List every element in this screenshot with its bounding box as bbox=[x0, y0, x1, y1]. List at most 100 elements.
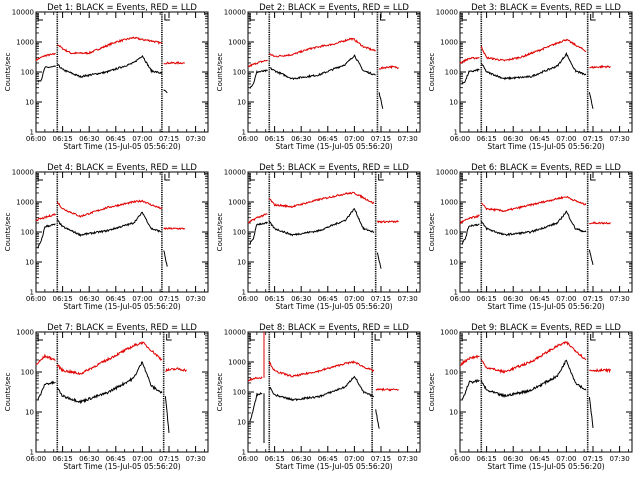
y-tick-label: 1000 bbox=[16, 199, 34, 207]
x-tick-label: 07:30 bbox=[397, 135, 417, 143]
x-tick-label: 06:15 bbox=[53, 455, 73, 463]
y-tick-label: 1000 bbox=[440, 329, 458, 337]
y-tick-label: 100 bbox=[445, 369, 458, 377]
x-axis-label: Start Time (15-Jul-05 05:56:20) bbox=[63, 462, 180, 471]
plot-frame bbox=[35, 331, 209, 453]
x-tick-label: 06:00 bbox=[26, 455, 46, 463]
y-tick-label: 10000 bbox=[436, 9, 458, 17]
x-tick-label: 06:45 bbox=[106, 135, 126, 143]
events-series-line bbox=[376, 252, 382, 269]
chart-panel-6: Det 6: BLACK = Events, RED = LLD 1 10 100 10… bbox=[428, 163, 633, 311]
y-tick-label: 10000 bbox=[12, 9, 34, 17]
lld-series-line bbox=[268, 359, 375, 378]
events-series-line bbox=[588, 249, 594, 266]
corner-glyph bbox=[461, 334, 467, 341]
x-tick-label: 06:15 bbox=[265, 295, 285, 303]
chart-panel-4: Det 4: BLACK = Events, RED = LLD 1 10 100 10… bbox=[4, 163, 209, 311]
x-tick-label: 06:15 bbox=[477, 135, 497, 143]
plot-frame bbox=[459, 171, 633, 293]
chart-title: Det 5: BLACK = Events, RED = LLD bbox=[259, 163, 409, 173]
lld-series-line bbox=[56, 341, 163, 376]
events-series-line bbox=[268, 375, 374, 402]
lld-series-line bbox=[35, 52, 56, 62]
y-tick-label: 1 bbox=[242, 129, 246, 137]
y-tick-label: 1 bbox=[30, 129, 34, 137]
events-series-line bbox=[164, 396, 170, 433]
plot-frame bbox=[35, 171, 209, 293]
events-series-line bbox=[588, 396, 594, 428]
y-tick-label: 1 bbox=[454, 449, 458, 457]
lld-series-line bbox=[56, 36, 163, 55]
events-series-line bbox=[56, 361, 163, 405]
x-tick-label: 06:15 bbox=[265, 455, 285, 463]
x-tick-label: 07:15 bbox=[159, 295, 179, 303]
x-tick-label: 06:15 bbox=[53, 135, 73, 143]
x-axis-label: Start Time (15-Jul-05 05:56:20) bbox=[275, 462, 392, 471]
lld-series-line bbox=[247, 376, 263, 382]
x-tick-label: 06:45 bbox=[318, 455, 338, 463]
x-axis-label: Start Time (15-Jul-05 05:56:20) bbox=[63, 302, 180, 311]
lld-series-line bbox=[589, 64, 611, 69]
y-tick-label: 10000 bbox=[224, 329, 246, 337]
y-tick-label: 10000 bbox=[224, 9, 246, 17]
x-tick-label: 06:00 bbox=[238, 455, 258, 463]
plot-frame bbox=[247, 171, 421, 293]
lld-series-line bbox=[459, 56, 480, 64]
events-series-line bbox=[588, 92, 594, 109]
lld-series-line bbox=[460, 354, 480, 366]
lld-series-line bbox=[589, 367, 612, 374]
chart-panel-9: Det 9: BLACK = Events, RED = LLD 1 10 100 10… bbox=[428, 323, 633, 471]
corner-glyph bbox=[249, 334, 255, 341]
lld-series-line bbox=[378, 64, 400, 70]
lld-series-line bbox=[269, 37, 376, 58]
events-series-line bbox=[37, 65, 56, 83]
x-tick-label: 07:00 bbox=[556, 135, 576, 143]
x-tick-label: 06:30 bbox=[79, 295, 99, 303]
corner-glyph bbox=[590, 174, 596, 181]
x-tick-label: 07:00 bbox=[344, 295, 364, 303]
corner-glyph bbox=[249, 174, 255, 181]
y-axis-label: Counts/sec bbox=[428, 53, 436, 92]
x-axis-label: Start Time (15-Jul-05 05:56:20) bbox=[275, 302, 392, 311]
chart-title: Det 6: BLACK = Events, RED = LLD bbox=[471, 163, 621, 173]
lld-series-line bbox=[35, 213, 56, 222]
y-tick-label: 100 bbox=[445, 69, 458, 77]
y-axis-label: Counts/sec bbox=[216, 53, 224, 92]
corner-glyph bbox=[164, 14, 170, 21]
y-tick-label: 1000 bbox=[16, 329, 34, 337]
lld-series-line bbox=[163, 61, 185, 66]
corner-glyph bbox=[461, 14, 467, 21]
y-tick-label: 1000 bbox=[440, 199, 458, 207]
y-axis-label: Counts/sec bbox=[4, 53, 12, 92]
x-tick-label: 06:00 bbox=[450, 295, 470, 303]
events-series-line bbox=[249, 221, 268, 245]
y-axis-label: Counts/sec bbox=[428, 373, 436, 412]
events-series-line bbox=[480, 359, 587, 398]
chart-panel-3: Det 3: BLACK = Events, RED = LLD 1 10 100 10… bbox=[428, 3, 633, 151]
x-tick-label: 07:00 bbox=[556, 295, 576, 303]
x-tick-label: 06:45 bbox=[530, 455, 550, 463]
x-tick-label: 06:45 bbox=[106, 455, 126, 463]
y-axis-label: Counts/sec bbox=[216, 213, 224, 252]
events-series-line bbox=[163, 250, 168, 267]
x-tick-label: 06:15 bbox=[477, 455, 497, 463]
x-tick-label: 07:30 bbox=[609, 135, 629, 143]
lld-series-line bbox=[165, 367, 187, 373]
x-tick-label: 06:30 bbox=[503, 295, 523, 303]
y-tick-label: 1000 bbox=[228, 39, 246, 47]
y-tick-label: 1000 bbox=[228, 359, 246, 367]
x-tick-label: 07:15 bbox=[159, 135, 179, 143]
lld-series-line bbox=[56, 199, 163, 218]
y-tick-label: 10 bbox=[237, 99, 246, 107]
plot-frame bbox=[459, 331, 633, 453]
chart-panel-1: Det 1: BLACK = Events, RED = LLD 1 10 100 10… bbox=[4, 3, 209, 151]
y-axis-label: Counts/sec bbox=[4, 373, 12, 412]
events-series-line bbox=[461, 378, 480, 400]
chart-panel-7: Det 7: BLACK = Events, RED = LLD 1 10 100 10… bbox=[4, 323, 209, 471]
y-tick-label: 1 bbox=[30, 449, 34, 457]
x-tick-label: 06:00 bbox=[26, 295, 46, 303]
events-series-line bbox=[268, 207, 375, 237]
x-tick-label: 06:30 bbox=[291, 455, 311, 463]
lld-series-line bbox=[35, 353, 56, 366]
